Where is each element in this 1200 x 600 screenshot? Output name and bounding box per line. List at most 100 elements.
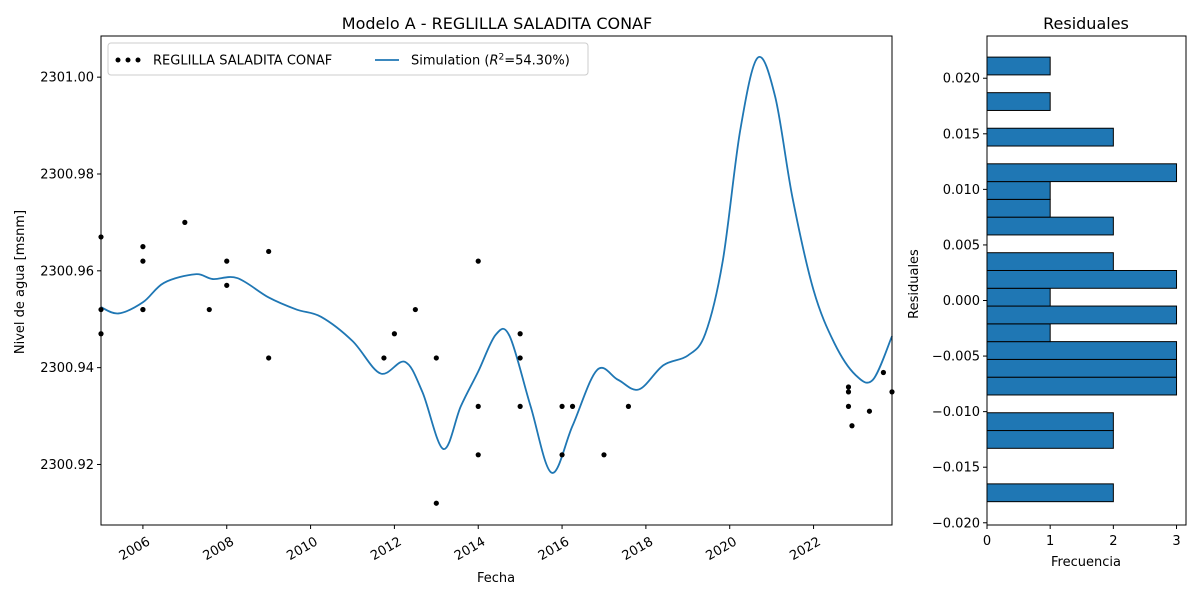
observation-point	[625, 403, 632, 409]
y-tick-label: 2301.00	[40, 71, 94, 86]
residuals-histogram: Residuales −0.020 −0.015 −0.010 −0.005 0.000…	[907, 14, 1187, 570]
histogram-bar	[986, 305, 1178, 325]
histogram-y-tick-label: −0.010	[932, 405, 980, 420]
histogram-bar	[986, 269, 1178, 289]
x-tick-label: 2010	[284, 534, 320, 564]
observation-point	[569, 403, 576, 409]
legend-label-observations: REGLILLA SALADITA CONAF	[153, 54, 332, 69]
histogram-bar	[986, 358, 1178, 378]
x-tick-label: 2006	[117, 534, 153, 564]
observation-point	[845, 389, 852, 395]
histogram-bar	[986, 430, 1114, 449]
histogram-y-tick-label: 0.005	[943, 238, 980, 253]
histogram-y-tick-label: −0.020	[932, 516, 980, 531]
histogram-x-ticks: 0 1 2 3	[983, 525, 1181, 549]
observation-point	[475, 452, 481, 458]
observation-point	[224, 258, 230, 264]
observation-point	[391, 331, 398, 337]
histogram-bar	[986, 287, 1051, 307]
y-axis-title: Nivel de agua [msnm]	[13, 210, 28, 354]
histogram-bar	[986, 198, 1051, 218]
histogram-frame	[986, 35, 1187, 526]
observation-point	[140, 306, 146, 313]
histogram-bar	[986, 252, 1114, 271]
histogram-y-tick-label: −0.015	[932, 461, 980, 476]
histogram-y-tick-label: 0.020	[943, 72, 980, 87]
observation-point	[433, 355, 439, 361]
histogram-x-tick-label: 0	[983, 534, 991, 549]
observation-series	[98, 219, 895, 506]
plot-title: Modelo A - REGLILLA SALADITA CONAF	[342, 14, 652, 33]
x-tick-label: 2018	[620, 534, 656, 564]
histogram-bar	[986, 163, 1178, 183]
observation-point	[266, 248, 272, 255]
observation-point	[182, 219, 188, 226]
x-tick-label: 2020	[704, 534, 740, 564]
observation-point	[880, 369, 887, 376]
legend-box	[107, 42, 589, 76]
observation-point	[206, 306, 212, 313]
histogram-y-tick-label: 0.010	[943, 183, 980, 198]
observation-point	[845, 384, 852, 390]
x-axis-ticks: 2006 2008 2010 2012 2014 2016 2018 2020 2022	[117, 525, 824, 564]
observation-point	[140, 258, 146, 264]
histogram-bar	[986, 56, 1051, 76]
legend-marker-observations	[115, 57, 141, 63]
histogram-x-tick-label: 2	[1109, 534, 1117, 549]
y-axis-ticks: 2300.92 2300.94 2300.96 2300.98 2301.00	[40, 71, 101, 473]
y-tick-label: 2300.98	[40, 167, 94, 182]
observation-point	[224, 282, 230, 288]
x-tick-label: 2022	[787, 534, 823, 564]
histogram-bar	[986, 376, 1178, 396]
histogram-bar	[986, 483, 1114, 503]
histogram-bar	[986, 181, 1051, 200]
x-tick-label: 2016	[536, 534, 572, 564]
observation-point	[517, 403, 523, 409]
histogram-y-tick-label: 0.000	[943, 294, 980, 309]
x-tick-label: 2012	[368, 534, 404, 564]
x-tick-label: 2008	[201, 534, 237, 564]
observation-point	[845, 403, 852, 409]
observation-point	[475, 403, 481, 409]
time-series-plot: Modelo A - REGLILLA SALADITA CONAF 2300.…	[13, 14, 895, 586]
histogram-y-axis-title: Residuales	[907, 249, 922, 319]
simulation-line	[100, 55, 893, 474]
observation-point	[433, 500, 439, 506]
observation-point	[601, 452, 607, 458]
observation-point	[517, 331, 523, 337]
histogram-x-axis-title: Frecuencia	[1051, 555, 1121, 570]
legend-label-simulation: Simulation (R2=54.30%)	[411, 53, 570, 69]
y-tick-label: 2300.94	[40, 361, 94, 376]
histogram-bar	[986, 341, 1178, 360]
histogram-title: Residuales	[1043, 14, 1129, 33]
observation-point	[559, 403, 565, 409]
x-axis-title: Fecha	[477, 571, 515, 586]
x-tick-label: 2014	[452, 534, 488, 564]
histogram-bar	[986, 92, 1051, 111]
observation-point	[559, 452, 565, 458]
histogram-y-ticks: −0.020 −0.015 −0.010 −0.005 0.000 0.005 0.010 0…	[932, 72, 987, 531]
observation-point	[266, 355, 272, 361]
histogram-bar	[986, 216, 1114, 236]
histogram-x-tick-label: 3	[1172, 534, 1180, 549]
observation-point	[140, 244, 146, 250]
histogram-x-tick-label: 1	[1046, 534, 1054, 549]
histogram-bars	[986, 56, 1178, 503]
y-tick-label: 2300.96	[40, 264, 94, 279]
simulation-series	[100, 55, 893, 474]
histogram-bar	[986, 127, 1114, 147]
y-tick-label: 2300.92	[40, 458, 94, 473]
observation-point	[475, 258, 481, 264]
observation-point	[517, 355, 523, 361]
histogram-y-tick-label: 0.015	[943, 127, 980, 142]
observation-point	[412, 306, 418, 313]
observation-point	[849, 423, 855, 429]
histogram-bar	[986, 323, 1051, 343]
histogram-bar	[986, 412, 1114, 432]
legend: REGLILLA SALADITA CONAF Simulation (R2=5…	[107, 42, 589, 76]
histogram-y-tick-label: −0.005	[932, 350, 980, 365]
observation-point	[866, 408, 873, 414]
observation-point	[381, 355, 387, 361]
plot-frame	[100, 35, 893, 526]
